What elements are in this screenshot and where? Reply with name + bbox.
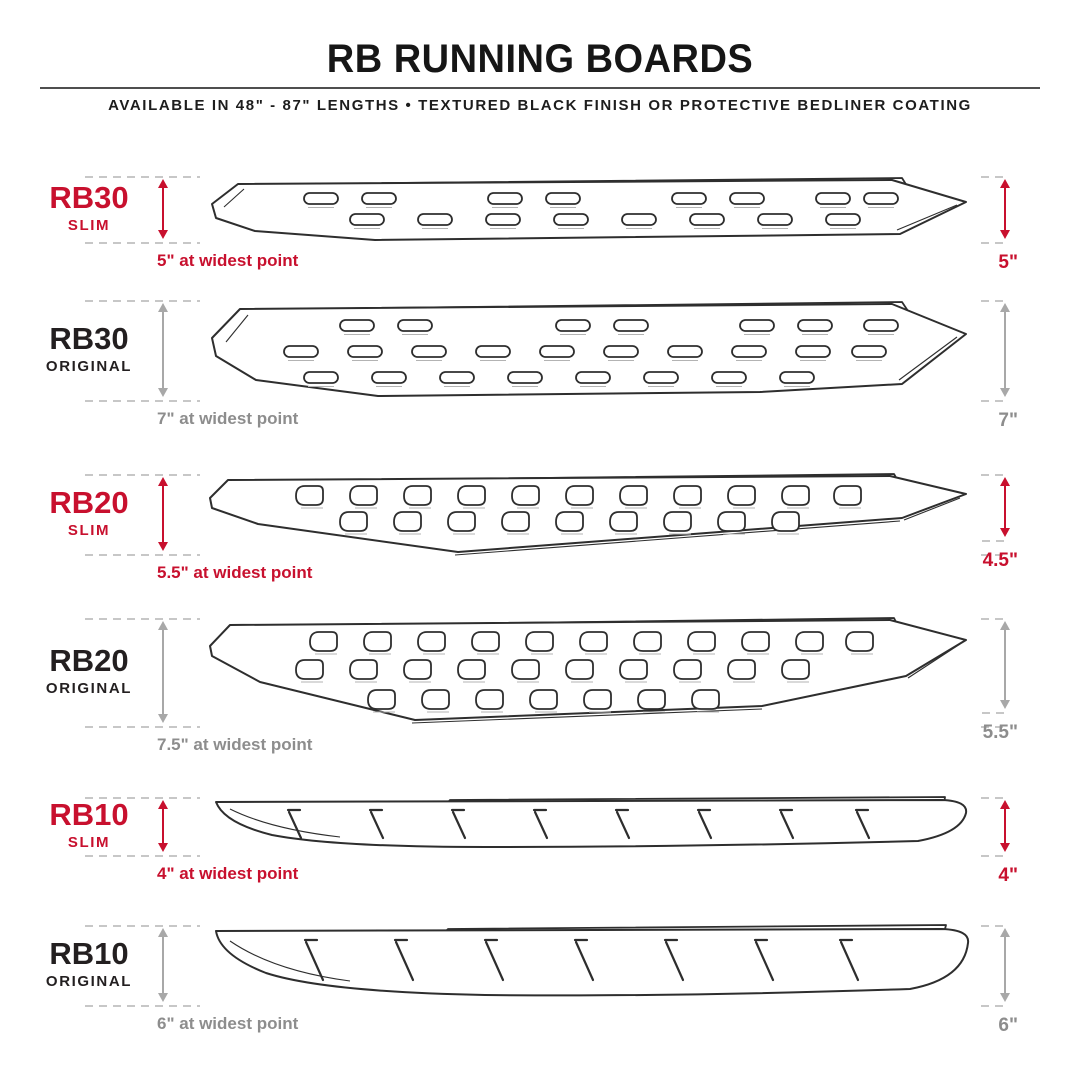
dashed-guide-top <box>85 176 1007 178</box>
header: RB RUNNING BOARDS AVAILABLE IN 48" - 87"… <box>0 0 1080 114</box>
running-board-illustration <box>200 174 980 246</box>
page-subtitle: AVAILABLE IN 48" - 87" LENGTHS • TEXTURE… <box>108 97 972 114</box>
title-divider <box>40 87 1040 89</box>
right-dimension-label: 5" <box>998 252 1018 273</box>
dashed-guide-top <box>85 925 1007 927</box>
left-dimension-arrow-icon <box>155 303 171 397</box>
model-name: RB10 <box>49 797 129 832</box>
right-dimension-label: 5.5" <box>982 722 1018 743</box>
running-board-illustration <box>200 795 980 859</box>
model-label: RB30 SLIM <box>28 182 150 234</box>
dashed-guide-top <box>85 474 1007 476</box>
dashed-guide-right <box>968 712 1007 714</box>
model-variant: ORIGINAL <box>45 680 133 697</box>
right-dimension-arrow-icon <box>997 179 1013 239</box>
dashed-guide-bottom <box>85 400 1007 402</box>
model-name: RB20 <box>49 643 129 678</box>
left-dimension-arrow-icon <box>155 800 171 852</box>
right-dimension-label: 4" <box>998 865 1018 886</box>
widest-point-label: 7" at widest point <box>157 409 299 428</box>
model-variant: ORIGINAL <box>45 973 133 990</box>
dashed-guide-bottom <box>85 726 1007 728</box>
left-dimension-arrow-icon <box>155 928 171 1002</box>
left-dimension-arrow-icon <box>155 179 171 239</box>
model-variant: SLIM <box>67 217 111 234</box>
dashed-guide-bottom <box>85 1005 1007 1007</box>
right-dimension-label: 6" <box>998 1015 1018 1036</box>
left-dimension-arrow-icon <box>155 477 171 551</box>
dashed-guide-top <box>85 300 1007 302</box>
right-dimension-arrow-icon <box>997 477 1013 537</box>
model-name: RB30 <box>49 321 129 356</box>
model-name: RB10 <box>49 936 129 971</box>
dashed-guide-bottom <box>85 855 1007 857</box>
dashed-guide-bottom <box>85 242 1007 244</box>
page-title: RB RUNNING BOARDS <box>326 37 754 82</box>
model-variant: SLIM <box>67 834 111 851</box>
widest-point-label: 5" at widest point <box>157 251 299 270</box>
right-dimension-label: 7" <box>998 410 1018 431</box>
running-board-illustration <box>200 298 980 404</box>
left-dimension-arrow-icon <box>155 621 171 723</box>
dashed-guide-right <box>968 540 1007 542</box>
widest-point-label: 6" at widest point <box>157 1014 299 1033</box>
dashed-guide-top <box>85 797 1007 799</box>
model-variant: SLIM <box>67 522 111 539</box>
model-label: RB10 SLIM <box>28 799 150 851</box>
widest-point-label: 7.5" at widest point <box>157 735 313 754</box>
right-dimension-arrow-icon <box>997 303 1013 397</box>
running-board-illustration <box>200 472 980 558</box>
right-dimension-arrow-icon <box>997 928 1013 1002</box>
model-label: RB20 SLIM <box>28 487 150 539</box>
widest-point-label: 4" at widest point <box>157 864 299 883</box>
running-board-illustration <box>200 616 980 728</box>
widest-point-label: 5.5" at widest point <box>157 563 313 582</box>
running-board-illustration <box>200 923 980 1011</box>
model-variant: ORIGINAL <box>45 358 133 375</box>
right-dimension-arrow-icon <box>997 800 1013 852</box>
right-dimension-label: 4.5" <box>982 550 1018 571</box>
model-name: RB30 <box>49 180 129 215</box>
model-label: RB20 ORIGINAL <box>28 645 150 697</box>
model-label: RB10 ORIGINAL <box>28 938 150 990</box>
right-dimension-arrow-icon <box>997 621 1013 709</box>
dashed-guide-top <box>85 618 1007 620</box>
model-name: RB20 <box>49 485 129 520</box>
model-label: RB30 ORIGINAL <box>28 323 150 375</box>
dashed-guide-bottom <box>85 554 1007 556</box>
